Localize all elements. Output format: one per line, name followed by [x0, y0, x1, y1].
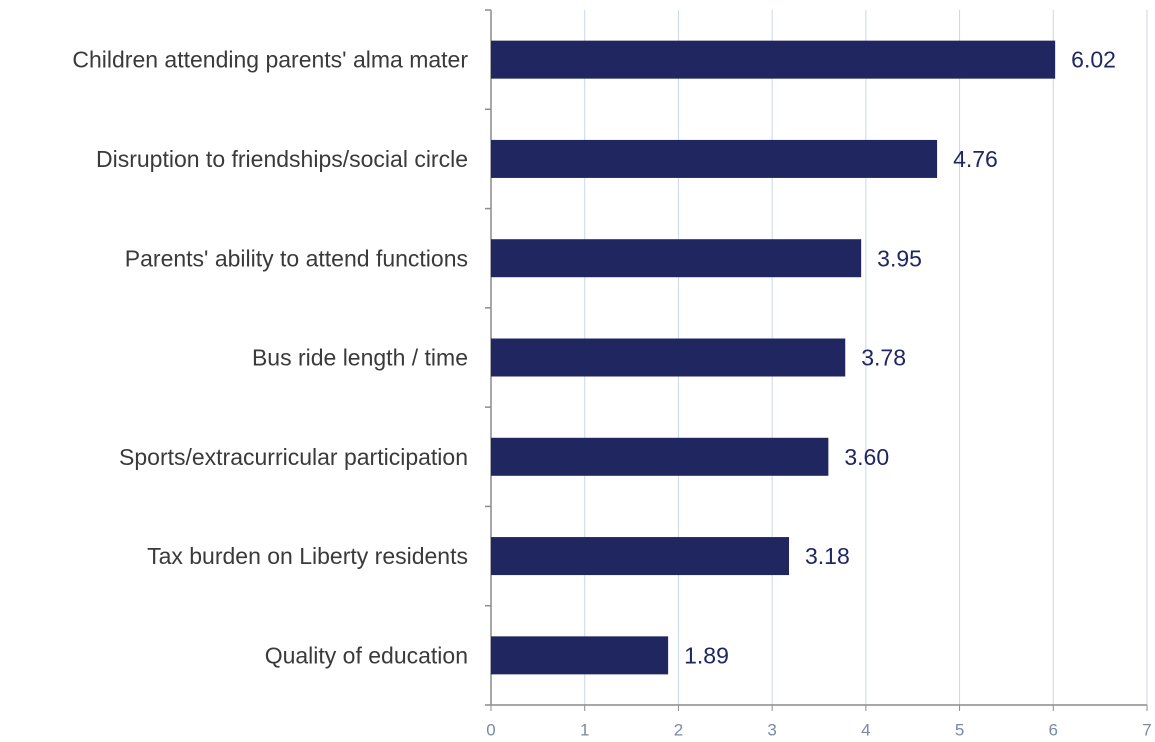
x-tick-label: 7	[1142, 720, 1151, 739]
value-label: 3.78	[861, 345, 906, 371]
y-tick-label: Parents' ability to attend functions	[125, 245, 468, 271]
value-label: 3.95	[877, 245, 922, 271]
x-tick-label: 2	[674, 720, 683, 739]
bar	[491, 636, 669, 675]
value-label: 3.60	[844, 444, 889, 470]
value-label: 1.89	[684, 642, 729, 668]
bar	[491, 537, 790, 576]
bar	[491, 139, 938, 178]
y-tick-label: Sports/extracurricular participation	[119, 444, 468, 470]
x-tick-label: 4	[861, 720, 870, 739]
value-label: 3.18	[805, 543, 850, 569]
y-tick-label: Quality of education	[265, 642, 468, 668]
bar	[491, 338, 846, 377]
value-label: 4.76	[953, 146, 998, 172]
y-tick-label: Disruption to friendships/social circle	[96, 146, 468, 172]
x-tick-label: 1	[580, 720, 589, 739]
bar	[491, 239, 862, 278]
y-tick-label: Bus ride length / time	[252, 345, 468, 371]
value-label: 6.02	[1071, 47, 1116, 73]
x-tick-label: 6	[1049, 720, 1058, 739]
y-tick-label: Children attending parents' alma mater	[72, 47, 468, 73]
x-tick-label: 5	[955, 720, 964, 739]
bar	[491, 40, 1056, 79]
x-tick-label: 0	[486, 720, 495, 739]
y-tick-label: Tax burden on Liberty residents	[147, 543, 468, 569]
x-tick-label: 3	[767, 720, 776, 739]
bar	[491, 437, 829, 476]
